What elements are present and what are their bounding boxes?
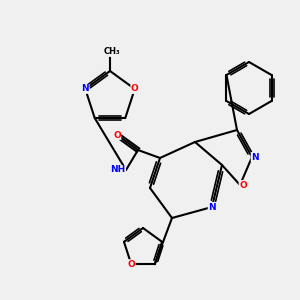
Text: CH₃: CH₃ [104,47,120,56]
Text: N: N [208,202,216,211]
Text: O: O [113,130,121,140]
Text: O: O [131,85,139,94]
Text: NH: NH [110,166,126,175]
Text: N: N [82,85,89,94]
Text: O: O [128,260,135,269]
Text: N: N [251,152,259,161]
Text: O: O [239,181,247,190]
